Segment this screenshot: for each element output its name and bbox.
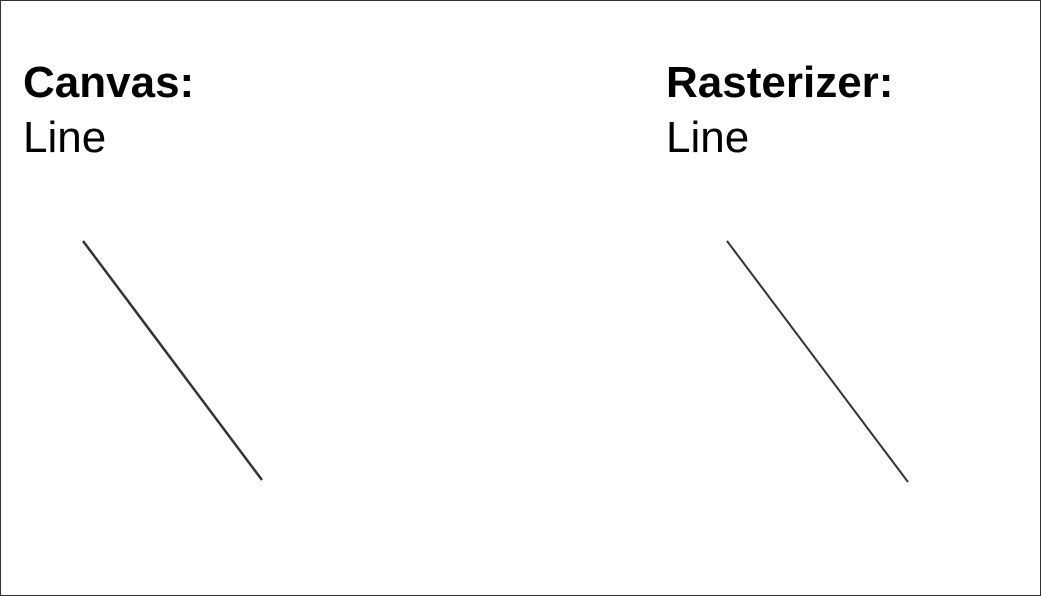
canvas-subtitle: Line bbox=[23, 113, 107, 162]
canvas-panel: Canvas: Line bbox=[23, 0, 523, 594]
rasterizer-panel: Rasterizer: Line bbox=[666, 0, 1041, 594]
rasterizer-title: Rasterizer: bbox=[666, 58, 894, 107]
rasterizer-subtitle: Line bbox=[666, 113, 750, 162]
canvas-title: Canvas: bbox=[23, 58, 195, 107]
